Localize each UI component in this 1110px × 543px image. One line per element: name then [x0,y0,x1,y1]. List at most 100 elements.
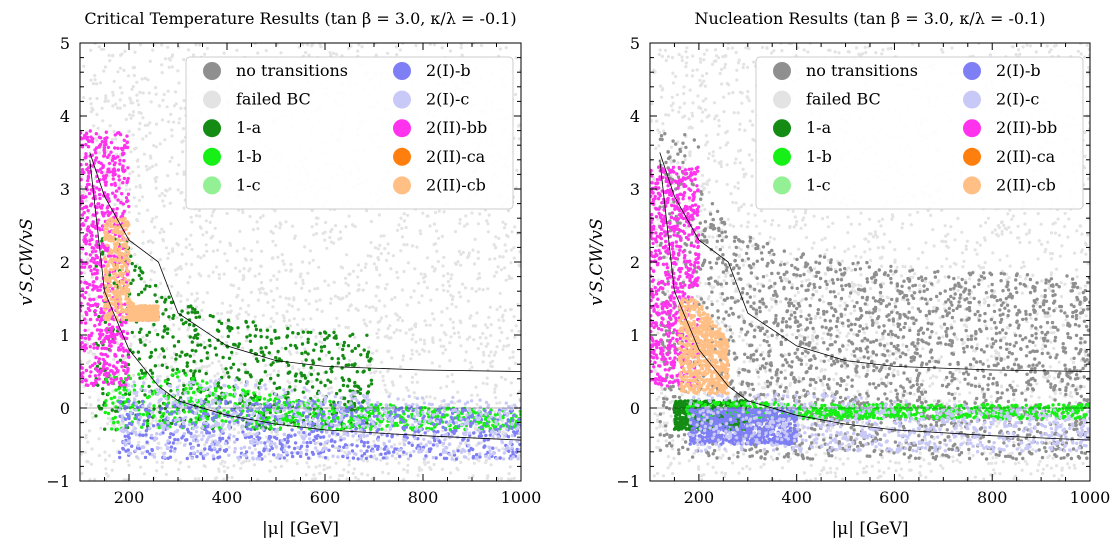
data-point [274,336,278,340]
data-point [440,429,445,433]
data-point [400,226,404,230]
data-point [254,327,259,332]
data-point [103,450,107,454]
data-point [352,467,356,471]
data-point [299,444,304,448]
data-point [287,445,291,449]
data-point [172,323,176,327]
data-point [320,455,324,459]
data-point [133,50,137,54]
data-point [250,402,254,407]
data-point [463,408,468,412]
data-point [160,295,164,300]
data-point [155,432,159,436]
data-point [153,293,157,297]
data-point [244,339,249,343]
data-point [166,256,170,260]
data-point [231,418,235,422]
data-point [180,309,184,313]
data-point [99,279,103,283]
data-point [259,280,264,285]
data-point [150,258,154,262]
data-point [306,337,310,341]
data-point [110,408,115,412]
data-point [474,422,479,426]
data-point [430,427,434,431]
data-point [508,307,513,312]
data-point [207,274,211,278]
data-point [504,422,508,426]
data-point [332,330,336,335]
data-point [278,226,282,230]
data-point [312,473,316,477]
data-point [357,283,361,287]
data-point [405,243,409,247]
data-point [268,393,272,397]
data-point [375,447,380,451]
data-point [186,326,191,330]
data-point [232,427,236,431]
data-point [148,166,152,170]
data-point [203,443,207,447]
data-point [385,258,389,262]
data-point [474,385,478,389]
data-point [228,420,232,424]
data-point [214,415,218,419]
data-point [475,443,479,447]
data-point [249,258,253,262]
data-point [424,323,428,327]
data-point [465,427,469,431]
data-point [481,360,485,364]
data-point [347,46,351,51]
data-point [506,209,510,213]
data-point [336,361,341,365]
data-point [442,344,446,348]
data-point [203,464,207,468]
data-point [442,274,446,278]
data-point [389,410,393,415]
data-point [290,451,294,455]
data-point [347,419,351,424]
data-point [509,477,513,481]
data-point [257,381,262,385]
data-point [219,386,223,390]
data-point [236,420,240,424]
data-point [222,464,226,468]
data-point [485,382,489,386]
data-point [500,315,504,319]
data-point [176,438,180,442]
data-point [186,281,190,285]
data-point [295,399,299,403]
data-point [325,336,329,340]
data-point [213,439,218,443]
data-point [178,117,182,121]
data-point [422,280,426,284]
data-point [141,412,146,417]
data-point [196,443,201,447]
data-point [332,410,336,415]
data-point [326,378,330,382]
data-point [285,451,289,455]
data-point [112,439,116,443]
data-point [199,256,203,260]
data-point [181,150,185,154]
data-point [297,415,301,419]
data-point [341,378,346,382]
data-point [286,433,291,438]
data-point [149,422,153,426]
data-point [302,366,306,370]
data-point [302,431,306,435]
data-point [104,94,108,98]
data-point [370,477,374,481]
data-point [269,289,273,293]
data-point [124,183,129,187]
data-point [405,469,410,473]
data-point [436,408,440,412]
data-point [244,459,248,463]
data-point [160,191,164,196]
data-point [249,290,253,294]
data-point [255,421,259,426]
data-point [103,410,108,415]
data-point [314,335,318,339]
data-point [93,478,97,481]
